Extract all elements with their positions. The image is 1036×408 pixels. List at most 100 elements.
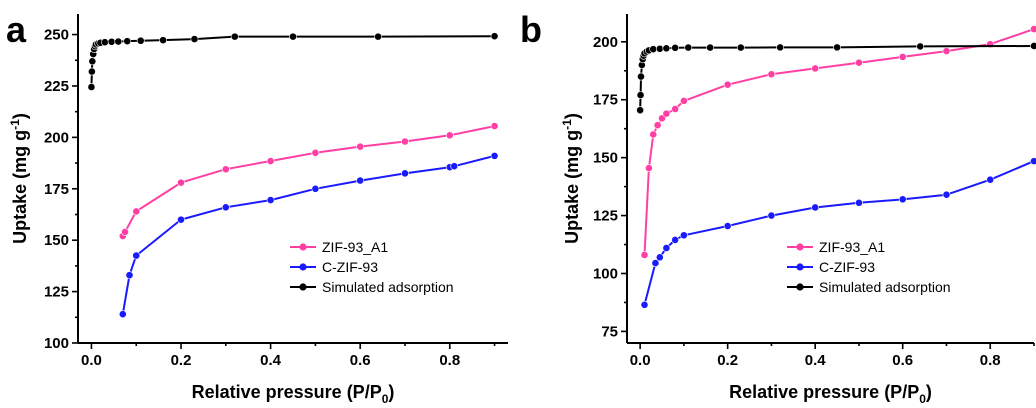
data-point-a-2	[87, 83, 96, 91]
data-point-a-1	[132, 251, 141, 260]
x-tick-label-a: 0.4	[260, 352, 282, 369]
y-tick-label-a: 125	[44, 284, 69, 301]
x-tick-label-a: 0.0	[81, 352, 102, 369]
x-tick-label-a: 0.6	[350, 352, 371, 369]
data-point-b-1	[723, 222, 732, 230]
data-point-b-0	[723, 80, 732, 89]
y-tick-label-a: 200	[44, 129, 69, 146]
y-tick-label-b: 200	[593, 34, 618, 51]
data-point-a-0	[401, 137, 409, 146]
y-tick-label-b: 175	[593, 92, 618, 109]
data-point-b-1	[655, 253, 664, 262]
data-point-b-0	[644, 164, 653, 172]
x-tick-label-b: 0.8	[980, 352, 1001, 369]
y-tick-label-b: 150	[593, 150, 618, 167]
data-point-a-1	[177, 215, 185, 224]
data-point-b-0	[640, 251, 649, 259]
data-point-a-0	[356, 142, 365, 151]
data-point-b-0	[855, 58, 863, 67]
data-point-b-1	[986, 175, 995, 184]
x-tick-label-b: 0.6	[892, 352, 913, 369]
data-point-a-1	[125, 271, 134, 280]
data-point-a-1	[221, 203, 230, 212]
data-point-a-0	[177, 178, 185, 187]
data-point-b-0	[662, 109, 671, 118]
data-point-b-2	[662, 44, 671, 53]
data-point-b-0	[767, 70, 776, 79]
data-point-a-2	[100, 38, 109, 47]
data-point-b-2	[706, 43, 715, 52]
y-tick-label-a: 250	[44, 27, 69, 44]
data-point-b-0	[679, 96, 688, 105]
data-point-a-1	[118, 310, 127, 319]
data-point-b-1	[855, 198, 863, 207]
data-point-b-0	[653, 121, 662, 130]
y-axis-title-a: Uptake (mg g-1)	[8, 113, 30, 244]
data-point-a-2	[190, 35, 199, 43]
legend-marker-b-1	[796, 263, 804, 271]
data-point-b-0	[942, 47, 951, 55]
data-point-a-2	[88, 57, 97, 66]
chart-a-svg: a 100 125 150 175 200 225 250 0.0 0.2 0.4 0.6 0.8 Rel…	[6, 9, 508, 406]
data-point-b-2	[776, 43, 785, 52]
data-point-a-2	[490, 32, 499, 41]
data-point-b-1	[898, 195, 907, 204]
data-point-b-1	[651, 259, 660, 267]
data-point-a-1	[266, 196, 275, 204]
data-point-b-0	[1030, 25, 1036, 33]
data-point-b-1	[767, 211, 776, 220]
data-point-b-0	[649, 130, 658, 139]
y-axis-title-b: Uptake (mg g-1)	[560, 113, 582, 244]
data-point-b-0	[811, 64, 820, 73]
series-line-a-2	[90, 35, 495, 88]
data-point-a-0	[445, 131, 454, 140]
data-point-a-2	[107, 37, 116, 46]
data-point-a-2	[114, 37, 123, 46]
data-point-b-2	[833, 43, 841, 52]
data-point-a-1	[401, 169, 409, 178]
data-point-b-2	[637, 72, 645, 81]
data-point-a-1	[356, 176, 365, 185]
legend-marker-a-0	[299, 243, 307, 251]
data-point-b-2	[636, 91, 645, 99]
y-tick-label-a: 225	[44, 78, 69, 95]
data-point-b-1	[811, 203, 820, 212]
data-point-a-2	[159, 36, 168, 45]
legend-marker-a-2	[299, 283, 307, 291]
data-point-a-0	[121, 228, 129, 236]
data-point-a-2	[136, 36, 145, 45]
data-point-a-0	[266, 157, 275, 165]
legend-label-b-2: Simulated adsorption	[819, 279, 951, 295]
data-point-a-1	[311, 184, 320, 193]
data-point-b-2	[655, 44, 664, 53]
legend-marker-b-0	[796, 243, 804, 251]
panel-letter-b: b	[520, 9, 542, 50]
legend-label-a-1: C-ZIF-93	[322, 259, 378, 275]
x-tick-label-b: 0.2	[717, 352, 738, 369]
data-point-b-2	[736, 43, 745, 52]
data-point-b-1	[671, 235, 680, 244]
legend-label-b-1: C-ZIF-93	[819, 259, 875, 275]
data-point-b-1	[640, 300, 649, 309]
data-point-b-2	[1030, 42, 1036, 50]
x-tick-label-b: 0.0	[630, 352, 651, 369]
data-point-a-0	[221, 165, 230, 174]
y-tick-label-b: 75	[601, 323, 618, 340]
data-point-a-2	[123, 37, 132, 46]
data-point-b-0	[671, 105, 680, 113]
x-axis-title-b: Relative pressure (P/P0)	[729, 382, 932, 406]
data-point-a-2	[230, 32, 239, 41]
legend-marker-a-1	[299, 263, 307, 271]
legend-label-b-0: ZIF-93_A1	[819, 239, 885, 255]
data-point-b-2	[636, 106, 645, 115]
series-line-b-0	[643, 28, 1035, 256]
data-point-b-1	[679, 231, 688, 240]
data-point-a-1	[450, 162, 459, 171]
data-point-a-2	[374, 32, 383, 41]
data-point-a-2	[87, 67, 96, 76]
data-point-a-1	[490, 151, 499, 160]
data-point-a-0	[132, 207, 141, 216]
y-tick-label-a: 150	[44, 232, 69, 249]
data-point-b-1	[662, 244, 671, 252]
data-point-b-1	[1030, 157, 1036, 166]
